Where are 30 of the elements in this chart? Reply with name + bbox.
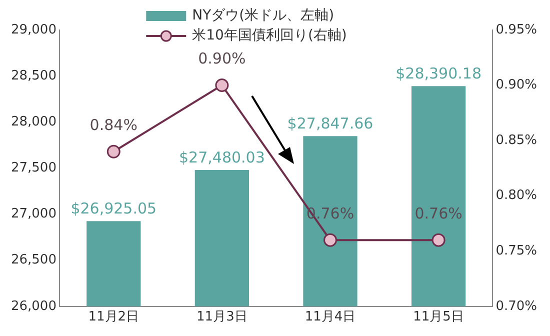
- y-tick-label: 29,000: [10, 22, 56, 38]
- point: [106, 144, 120, 158]
- y-tick-label: 28,000: [10, 114, 56, 130]
- y-tick-label: 26,000: [10, 298, 56, 314]
- point: [323, 233, 337, 247]
- data-label: $27,847.66: [287, 114, 374, 133]
- legend-label: NYダウ(米ドル、左軸): [192, 8, 334, 24]
- x-tick-label: 11月3日: [196, 310, 248, 325]
- y2-tick-label: 0.90%: [496, 78, 538, 93]
- y-tick-label: 27,000: [10, 206, 56, 222]
- x-tick-label: 11月5日: [413, 310, 464, 325]
- x-tick-label: 11月4日: [304, 310, 356, 325]
- y-tick-label: 27,500: [10, 160, 56, 176]
- x-tick-label: 11月2日: [88, 310, 140, 325]
- point: [432, 233, 446, 247]
- y2-tick-label: 0.75%: [496, 243, 538, 258]
- data-label: $27,480.03: [179, 148, 265, 166]
- data-label: 0.76%: [414, 204, 462, 222]
- data-label: 0.84%: [90, 116, 138, 134]
- y-tick-label: 26,500: [10, 252, 56, 268]
- y2-tick-label: 0.85%: [496, 132, 538, 148]
- data-label: $26,925.05: [70, 200, 157, 218]
- point: [215, 78, 229, 92]
- y2-tick-label: 0.80%: [496, 188, 538, 204]
- y-tick-label: 28,500: [10, 68, 56, 84]
- data-label: $28,390.18: [396, 64, 482, 83]
- y2-tick-label: 0.95%: [496, 22, 538, 38]
- data-label: 0.90%: [198, 50, 246, 68]
- y2-tick-label: 0.70%: [496, 298, 538, 314]
- legend-label: 米10年国債利回り(右軸): [192, 28, 347, 44]
